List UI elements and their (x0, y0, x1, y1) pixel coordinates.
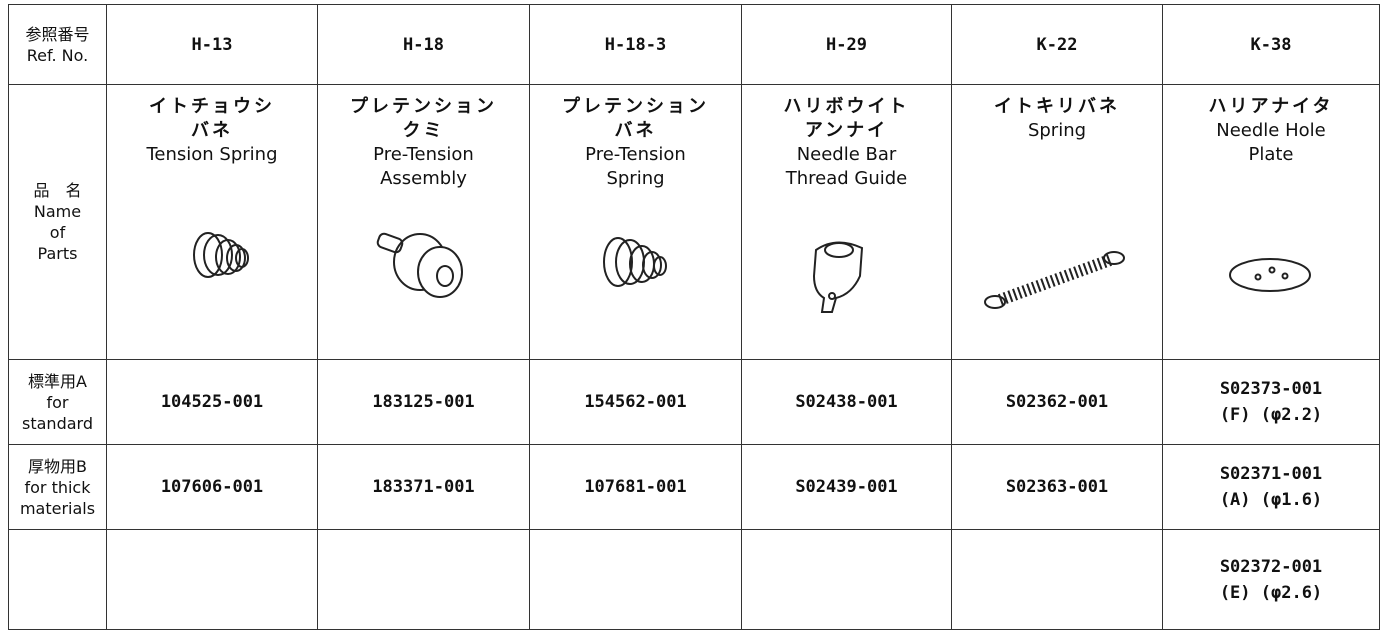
standard-part-number: S02362-001 (952, 360, 1163, 445)
thick-part-number: 107681-001 (530, 445, 742, 530)
cell-text: 厚物用B (28, 456, 87, 476)
cell-text: S02362-001 (1005, 392, 1109, 412)
cell-text: S02438-001 (795, 392, 898, 412)
cell-text: Name (33, 202, 82, 221)
cell-text: S02439-001 (795, 477, 898, 497)
ref-number: H-13 (107, 4, 318, 85)
cell-text: S02372-001 (1219, 556, 1323, 577)
standard-part-number: 183125-001 (318, 360, 530, 445)
thick-label: 厚物用B for thick materials (8, 445, 107, 530)
cell-text: for (46, 392, 69, 412)
cell-text: 154562-001 (584, 392, 687, 412)
thick-part-number: S02439-001 (742, 445, 952, 530)
part-name: ハリボウイト アンナイ Needle Bar Thread Guide (742, 85, 952, 360)
thick-part-number: S02363-001 (952, 445, 1163, 530)
cell-text: Plate (1248, 144, 1294, 165)
cell-text: K-22 (1036, 34, 1078, 55)
extra-part-number (318, 530, 530, 630)
ref-number: H-18-3 (530, 4, 742, 85)
thick-part-number: 183371-001 (318, 445, 530, 530)
cell-text: Thread Guide (785, 168, 908, 189)
cell-text: ハリアナイタ (1208, 96, 1334, 117)
cell-text: プレテンション (562, 96, 709, 117)
part-name: イトキリバネ Spring (952, 85, 1163, 360)
cell-text: Ref. No. (26, 45, 89, 65)
ref-number: H-18 (318, 4, 530, 85)
thick-part-number: 107606-001 (107, 445, 318, 530)
cell-text: K-38 (1250, 34, 1292, 55)
cell-text: Pre-Tension (373, 144, 474, 165)
cell-text: イトキリバネ (994, 96, 1120, 117)
cell-text: プレテンション (350, 96, 497, 117)
cell-text: 183371-001 (372, 477, 475, 497)
cell-text: アンナイ (804, 120, 889, 141)
ref-number: H-29 (742, 4, 952, 85)
standard-part-number: 104525-001 (107, 360, 318, 445)
cell-text: of (49, 223, 66, 242)
cell-text: 104525-001 (160, 392, 264, 412)
ref-label: 参照番号 Ref. No. (8, 4, 107, 85)
standard-part-number: S02438-001 (742, 360, 952, 445)
cell-text: クミ (402, 120, 445, 141)
ref-number: K-38 (1163, 4, 1380, 85)
cell-text: Needle Bar (796, 144, 897, 165)
standard-part-number: S02373-001 (F) (φ2.2) (1163, 360, 1380, 445)
cell-text: S02373-001 (1219, 379, 1323, 399)
part-name: ハリアナイタ Needle Hole Plate (1163, 85, 1380, 360)
ref-number: K-22 (952, 4, 1163, 85)
cell-text: Tension Spring (146, 144, 278, 165)
cell-text: Parts (37, 244, 78, 263)
cell-text: H-18 (403, 34, 444, 55)
cell-text: Assembly (380, 168, 467, 189)
cell-text: Spring (606, 168, 665, 189)
cell-text: 品 名 (33, 181, 82, 200)
part-name: プレテンション クミ Pre-Tension Assembly (318, 85, 530, 360)
cell-text: S02371-001 (1219, 464, 1323, 484)
cell-text: 183125-001 (372, 392, 475, 412)
cell-text: イトチョウシ (149, 96, 275, 117)
cell-text: H-18-3 (604, 34, 667, 55)
extra-part-number (952, 530, 1163, 630)
thick-part-number: S02371-001 (A) (φ1.6) (1163, 445, 1380, 530)
cell-text: 参照番号 (25, 24, 90, 44)
cell-text: ハリボウイト (783, 96, 910, 117)
cell-text: Needle Hole (1216, 120, 1326, 141)
cell-text: Spring (1027, 120, 1087, 141)
cell-text: (A) (φ1.6) (1219, 490, 1323, 510)
cell-text: S02363-001 (1005, 477, 1109, 497)
cell-text: 標準用A (28, 371, 87, 391)
cell-text: (E) (φ2.6) (1219, 582, 1323, 603)
cell-text: 107606-001 (160, 477, 264, 497)
cell-text: 107681-001 (584, 477, 687, 497)
standard-label: 標準用A for standard (8, 360, 107, 445)
extra-part-number (530, 530, 742, 630)
part-name: イトチョウシ バネ Tension Spring (107, 85, 318, 360)
extra-part-number (742, 530, 952, 630)
extra-part-number: S02372-001 (E) (φ2.6) (1163, 530, 1380, 630)
cell-text: バネ (191, 120, 233, 141)
extra-part-number (107, 530, 318, 630)
cell-text: H-29 (826, 34, 867, 55)
part-name: プレテンション バネ Pre-Tension Spring (530, 85, 742, 360)
cell-text: standard (22, 413, 93, 433)
cell-text: materials (19, 498, 96, 518)
name-label: 品 名 Name of Parts (8, 85, 107, 360)
cell-text: for thick (24, 477, 91, 497)
extra-label (8, 530, 107, 630)
cell-text: (F) (φ2.2) (1219, 405, 1323, 425)
cell-text: Pre-Tension (585, 144, 686, 165)
standard-part-number: 154562-001 (530, 360, 742, 445)
cell-text: バネ (614, 120, 657, 141)
cell-text: H-13 (191, 34, 233, 55)
